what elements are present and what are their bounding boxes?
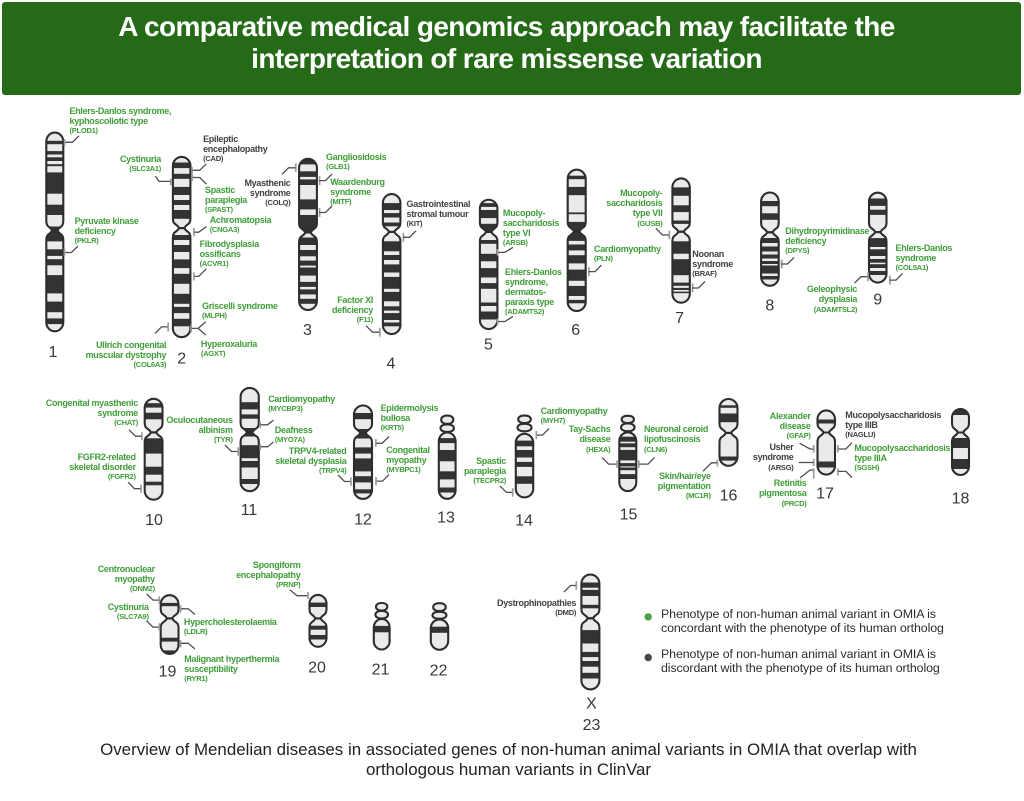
svg-text:17: 17 (816, 486, 834, 503)
svg-text:23: 23 (583, 717, 601, 734)
svg-text:10: 10 (145, 512, 163, 529)
svg-text:4: 4 (387, 356, 396, 373)
svg-text:7: 7 (675, 310, 684, 327)
svg-text:12: 12 (354, 512, 372, 529)
svg-text:8: 8 (765, 298, 774, 315)
svg-text:14: 14 (515, 513, 533, 530)
svg-text:20: 20 (308, 660, 326, 677)
svg-text:9: 9 (873, 292, 882, 309)
svg-text:18: 18 (952, 491, 970, 508)
svg-text:5: 5 (484, 337, 493, 354)
svg-text:19: 19 (159, 664, 177, 681)
svg-text:3: 3 (303, 322, 312, 339)
svg-text:21: 21 (372, 662, 390, 679)
svg-text:16: 16 (720, 488, 738, 505)
svg-text:1: 1 (48, 344, 57, 361)
svg-text:11: 11 (241, 502, 258, 519)
svg-text:2: 2 (177, 351, 186, 368)
svg-text:6: 6 (571, 322, 580, 339)
svg-text:15: 15 (620, 507, 638, 524)
svg-text:13: 13 (437, 510, 455, 527)
svg-text:X: X (586, 695, 597, 712)
svg-text:22: 22 (430, 663, 448, 680)
